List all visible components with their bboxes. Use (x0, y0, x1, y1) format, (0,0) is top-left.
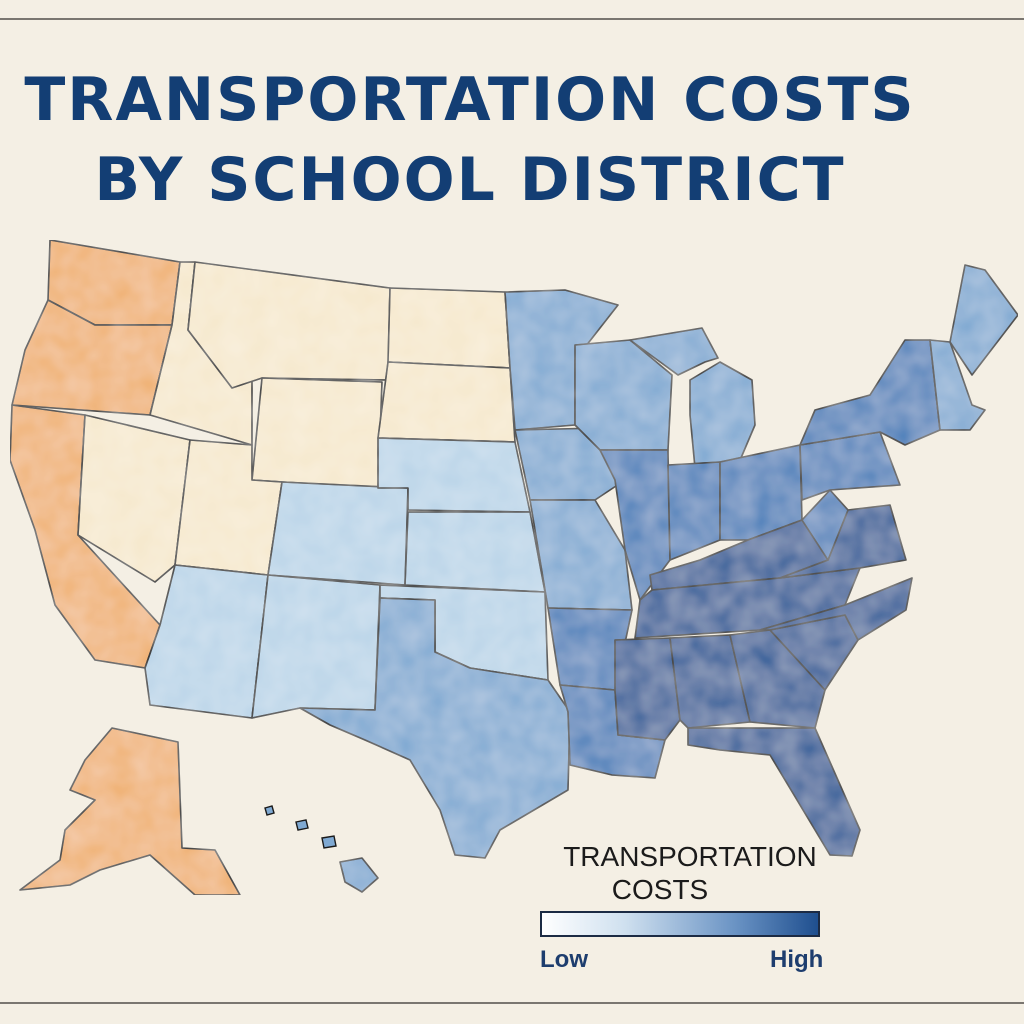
state-michigan (629, 327, 756, 469)
state-arizona (144, 564, 269, 719)
state-texas (299, 597, 571, 859)
legend-title-line-1: TRANSPORTATION (563, 841, 817, 872)
state-mississippi (614, 637, 681, 741)
state-new-york (799, 339, 941, 446)
state-north-dakota (387, 287, 511, 369)
map-title-line-2: BY SCHOOL DISTRICT (94, 145, 846, 215)
state-georgia (729, 629, 826, 729)
state-colorado (267, 481, 409, 586)
state-north-carolina (759, 577, 913, 641)
state-alabama (669, 634, 751, 729)
state-alaska (19, 727, 241, 896)
state-hawaii (339, 857, 379, 893)
legend-gradient-bar (540, 911, 820, 937)
state-indiana (667, 461, 721, 561)
hawaii-island-1 (264, 805, 275, 816)
legend-title-line-2: COSTS (611, 874, 709, 905)
page-frame (0, 18, 1024, 1004)
state-nebraska (377, 437, 531, 513)
state-new-mexico (251, 574, 381, 719)
legend-high-label: High (770, 946, 824, 973)
state-maine (949, 264, 1019, 376)
legend-low-label: Low (540, 946, 588, 973)
map-title-line-1: TRANSPORTATION COSTS (24, 65, 916, 135)
state-tennessee (634, 567, 861, 639)
state-south-dakota (377, 361, 516, 443)
state-missouri (529, 499, 633, 611)
state-florida (687, 727, 861, 857)
hawaii-island-2 (295, 819, 309, 831)
state-nevada (77, 414, 191, 583)
state-montana (187, 261, 391, 389)
state-kansas (404, 511, 546, 593)
hawaii-island-3 (321, 835, 337, 849)
state-wyoming (251, 377, 383, 489)
state-west-virginia (801, 489, 849, 561)
